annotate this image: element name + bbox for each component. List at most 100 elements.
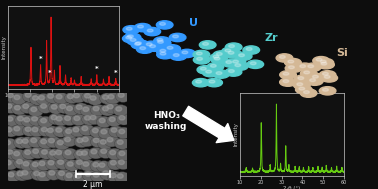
Circle shape bbox=[288, 60, 294, 63]
Circle shape bbox=[136, 42, 141, 45]
Circle shape bbox=[158, 40, 163, 43]
Circle shape bbox=[214, 57, 220, 60]
Circle shape bbox=[229, 45, 234, 48]
Circle shape bbox=[285, 58, 301, 67]
Circle shape bbox=[300, 89, 317, 97]
Circle shape bbox=[138, 25, 143, 28]
Circle shape bbox=[321, 60, 326, 63]
Text: U: U bbox=[189, 18, 198, 28]
Circle shape bbox=[106, 115, 122, 127]
Circle shape bbox=[4, 115, 20, 126]
Circle shape bbox=[104, 135, 120, 147]
Circle shape bbox=[202, 69, 219, 77]
Circle shape bbox=[51, 105, 57, 109]
Circle shape bbox=[294, 81, 310, 89]
Circle shape bbox=[87, 113, 103, 125]
Circle shape bbox=[49, 171, 55, 175]
Circle shape bbox=[310, 79, 316, 82]
Circle shape bbox=[5, 91, 20, 103]
Circle shape bbox=[117, 174, 123, 178]
Circle shape bbox=[160, 22, 166, 25]
FancyArrowPatch shape bbox=[183, 106, 234, 143]
Circle shape bbox=[66, 129, 71, 133]
Circle shape bbox=[119, 129, 125, 134]
Circle shape bbox=[14, 106, 20, 110]
Text: Si: Si bbox=[336, 48, 348, 58]
Circle shape bbox=[304, 71, 310, 74]
Circle shape bbox=[85, 94, 90, 98]
Circle shape bbox=[130, 39, 136, 41]
Circle shape bbox=[213, 70, 229, 78]
Circle shape bbox=[5, 140, 11, 145]
Circle shape bbox=[41, 139, 46, 144]
Circle shape bbox=[11, 124, 26, 136]
Circle shape bbox=[77, 138, 83, 143]
Y-axis label: Intensity: Intensity bbox=[234, 122, 239, 146]
Circle shape bbox=[107, 171, 123, 183]
Circle shape bbox=[93, 106, 99, 111]
Circle shape bbox=[313, 57, 330, 65]
Circle shape bbox=[48, 94, 54, 98]
Circle shape bbox=[31, 169, 46, 181]
Circle shape bbox=[200, 67, 206, 70]
Circle shape bbox=[102, 107, 108, 111]
Circle shape bbox=[210, 53, 226, 62]
Circle shape bbox=[113, 105, 129, 116]
Circle shape bbox=[211, 64, 216, 67]
Circle shape bbox=[197, 66, 214, 74]
Circle shape bbox=[83, 107, 89, 112]
Circle shape bbox=[8, 93, 13, 98]
Circle shape bbox=[82, 170, 98, 181]
Circle shape bbox=[164, 45, 180, 53]
Circle shape bbox=[79, 124, 94, 136]
Circle shape bbox=[14, 137, 29, 149]
Circle shape bbox=[53, 114, 69, 126]
Circle shape bbox=[109, 117, 115, 122]
Circle shape bbox=[107, 158, 123, 170]
Circle shape bbox=[32, 127, 38, 132]
Circle shape bbox=[17, 116, 23, 121]
Circle shape bbox=[93, 162, 99, 167]
Circle shape bbox=[75, 174, 81, 178]
Circle shape bbox=[39, 125, 54, 137]
Circle shape bbox=[4, 148, 19, 159]
Circle shape bbox=[48, 160, 54, 165]
Circle shape bbox=[105, 92, 121, 104]
Circle shape bbox=[156, 21, 173, 29]
Circle shape bbox=[36, 93, 51, 105]
Circle shape bbox=[56, 117, 62, 121]
Circle shape bbox=[79, 149, 94, 160]
Circle shape bbox=[98, 147, 113, 158]
Circle shape bbox=[280, 78, 296, 86]
Circle shape bbox=[321, 62, 327, 65]
Circle shape bbox=[288, 66, 294, 69]
Circle shape bbox=[304, 91, 309, 94]
Circle shape bbox=[42, 150, 48, 154]
Circle shape bbox=[90, 96, 96, 100]
Circle shape bbox=[28, 105, 43, 117]
Circle shape bbox=[246, 48, 252, 50]
Circle shape bbox=[82, 126, 88, 131]
Circle shape bbox=[319, 71, 336, 79]
Circle shape bbox=[313, 75, 318, 78]
Circle shape bbox=[324, 75, 330, 78]
Circle shape bbox=[196, 80, 201, 83]
Circle shape bbox=[31, 107, 37, 112]
Circle shape bbox=[25, 93, 31, 97]
Circle shape bbox=[50, 151, 56, 155]
Circle shape bbox=[104, 102, 120, 114]
Circle shape bbox=[193, 50, 210, 59]
Circle shape bbox=[156, 48, 173, 56]
Circle shape bbox=[80, 160, 96, 171]
Circle shape bbox=[250, 62, 256, 65]
Circle shape bbox=[223, 59, 239, 67]
Circle shape bbox=[154, 37, 170, 45]
Circle shape bbox=[62, 114, 77, 125]
Circle shape bbox=[199, 41, 216, 49]
Circle shape bbox=[222, 47, 238, 56]
Circle shape bbox=[144, 27, 161, 36]
Circle shape bbox=[23, 104, 29, 108]
Circle shape bbox=[48, 113, 64, 125]
Circle shape bbox=[225, 68, 242, 76]
Circle shape bbox=[20, 137, 35, 148]
